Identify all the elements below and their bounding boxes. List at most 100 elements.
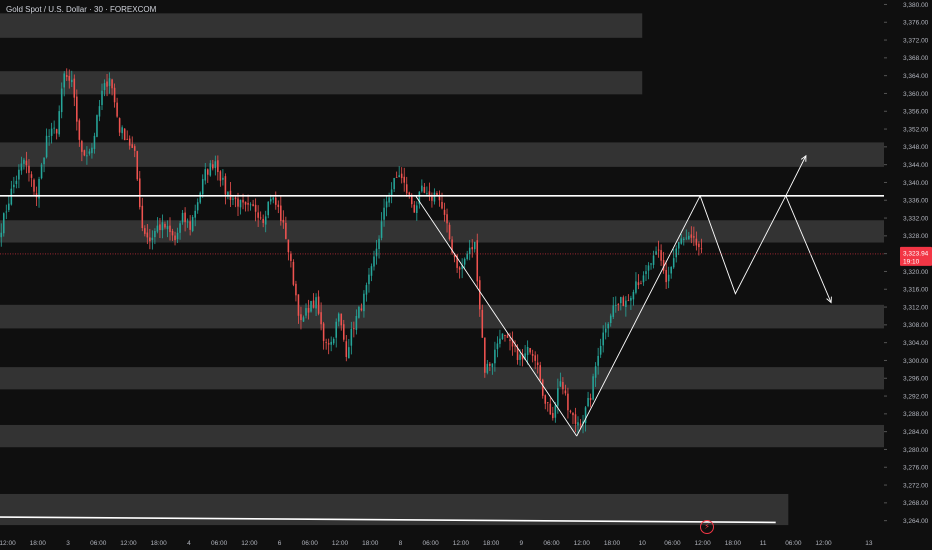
candle-body-212 bbox=[534, 355, 536, 361]
candle-body-102 bbox=[257, 212, 259, 218]
candle-body-4 bbox=[10, 188, 13, 205]
x-tick-label: 06:00 bbox=[211, 540, 228, 547]
candle-body-225 bbox=[567, 393, 569, 411]
candle-body-71 bbox=[179, 223, 181, 233]
candle-body-112 bbox=[282, 219, 285, 223]
candle-body-95 bbox=[239, 199, 242, 208]
candle-body-175 bbox=[441, 201, 443, 209]
candle-body-80 bbox=[201, 179, 204, 195]
candle-body-66 bbox=[166, 226, 169, 230]
supply-demand-zones bbox=[0, 13, 884, 526]
x-tick-label: 12:00 bbox=[120, 540, 137, 547]
candle-body-27 bbox=[68, 75, 71, 81]
candle-body-186 bbox=[468, 247, 471, 254]
chart-title: Gold Spot / U.S. Dollar · 30 · FOREXCOM bbox=[6, 5, 157, 14]
candle-body-22 bbox=[55, 129, 58, 134]
candle-body-255 bbox=[642, 275, 645, 283]
candle-body-180 bbox=[453, 254, 456, 258]
x-tick-label: 18:00 bbox=[604, 540, 621, 547]
candle-body-68 bbox=[171, 230, 174, 236]
y-tick-label: 3,364.00 bbox=[903, 73, 929, 80]
candle-body-56 bbox=[141, 205, 144, 229]
candle-body-201 bbox=[506, 335, 509, 338]
y-tick-label: 3,376.00 bbox=[903, 20, 929, 27]
candle-body-203 bbox=[511, 339, 514, 347]
candle-body-100 bbox=[252, 204, 254, 207]
candle-body-53 bbox=[133, 146, 136, 151]
candle-body-189 bbox=[476, 240, 479, 282]
y-tick-label: 3,308.00 bbox=[903, 322, 929, 329]
candle-body-76 bbox=[191, 217, 194, 232]
y-tick-label: 3,320.00 bbox=[903, 269, 929, 276]
candle-body-137 bbox=[345, 341, 348, 357]
candle-body-147 bbox=[370, 266, 373, 276]
candle-body-167 bbox=[421, 185, 423, 192]
candle-body-222 bbox=[559, 381, 562, 387]
candle-body-204 bbox=[514, 345, 516, 347]
candle-body-72 bbox=[181, 212, 184, 223]
x-tick-label: 06:00 bbox=[423, 540, 440, 547]
arrowhead-2 bbox=[800, 154, 807, 162]
candle-body-171 bbox=[431, 196, 433, 201]
candle-body-195 bbox=[491, 363, 494, 368]
candle-body-209 bbox=[526, 346, 529, 356]
x-tick-label: 12:00 bbox=[453, 540, 470, 547]
candle-body-278 bbox=[700, 248, 703, 250]
x-tick-label: 12:00 bbox=[0, 540, 16, 547]
x-tick-label: 18:00 bbox=[30, 540, 47, 547]
candle-body-114 bbox=[287, 239, 290, 253]
candle-body-214 bbox=[539, 365, 542, 381]
y-tick-label: 3,360.00 bbox=[903, 91, 929, 98]
zone-5 bbox=[0, 367, 884, 390]
lightning-icon[interactable]: ⚡ bbox=[700, 520, 714, 534]
x-tick-label: 4 bbox=[187, 540, 191, 547]
y-tick-label: 3,332.00 bbox=[903, 215, 929, 222]
candle-body-62 bbox=[156, 225, 159, 232]
candle-body-272 bbox=[685, 237, 688, 239]
candle-body-154 bbox=[388, 197, 390, 203]
candle-body-172 bbox=[433, 192, 436, 202]
drawn-lines bbox=[0, 154, 884, 524]
candle-body-266 bbox=[670, 267, 672, 274]
candle-body-119 bbox=[300, 314, 302, 321]
candle-body-182 bbox=[458, 267, 461, 270]
candle-body-216 bbox=[544, 395, 547, 404]
candle-body-13 bbox=[33, 179, 35, 192]
y-tick-label: 3,340.00 bbox=[903, 180, 929, 187]
candle-body-207 bbox=[521, 353, 524, 360]
time-axis[interactable]: 12:00 18:00 3 06:00 12:00 18:00 4 06:00 12:00 6 06… bbox=[0, 534, 884, 550]
candle-body-47 bbox=[118, 118, 121, 133]
candle-body-120 bbox=[302, 317, 305, 322]
candle-body-140 bbox=[353, 328, 355, 330]
candle-body-173 bbox=[436, 193, 438, 196]
x-tick-label: 12:00 bbox=[695, 540, 712, 547]
candle-body-232 bbox=[584, 407, 587, 424]
candle-body-227 bbox=[572, 412, 574, 416]
candle-body-208 bbox=[524, 353, 526, 360]
candle-body-254 bbox=[640, 283, 642, 285]
candle-body-205 bbox=[516, 347, 519, 361]
candle-body-108 bbox=[272, 197, 275, 200]
candle-body-121 bbox=[305, 308, 307, 316]
y-tick-label: 3,372.00 bbox=[903, 37, 929, 44]
candle-body-5 bbox=[13, 184, 15, 188]
candle-body-25 bbox=[63, 73, 66, 88]
candle-body-6 bbox=[15, 180, 18, 184]
candle-body-73 bbox=[184, 212, 186, 223]
price-axis-bg bbox=[884, 0, 932, 550]
candle-body-193 bbox=[486, 363, 489, 373]
candle-body-50 bbox=[126, 138, 128, 140]
candle-body-42 bbox=[106, 81, 108, 87]
candle-body-86 bbox=[217, 160, 219, 172]
candle-body-85 bbox=[214, 161, 217, 169]
zone-1 bbox=[0, 71, 643, 95]
price-axis[interactable]: 3,264.00 3,268.00 3,272.00 3,276.00 3,280.00… bbox=[884, 0, 932, 550]
candle-body-206 bbox=[519, 354, 521, 360]
candle-body-93 bbox=[234, 197, 237, 200]
candle-body-60 bbox=[151, 237, 154, 241]
candle-body-98 bbox=[247, 202, 249, 205]
x-tick-label: 12:00 bbox=[332, 540, 349, 547]
y-tick-label: 3,284.00 bbox=[903, 429, 929, 436]
